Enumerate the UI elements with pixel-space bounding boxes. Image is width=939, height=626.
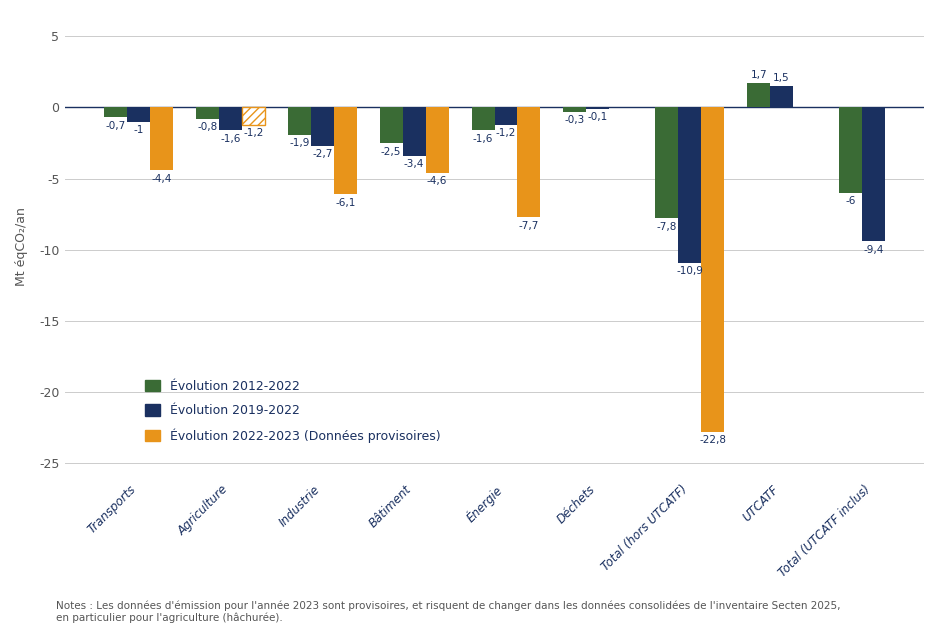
- Bar: [219, 108, 242, 130]
- Text: -0,1: -0,1: [588, 113, 608, 123]
- Bar: [311, 108, 333, 146]
- Bar: [839, 108, 862, 193]
- Text: -6,1: -6,1: [335, 198, 356, 208]
- Text: -1,6: -1,6: [473, 134, 493, 144]
- Bar: [517, 108, 541, 217]
- Bar: [563, 108, 586, 111]
- Bar: [495, 108, 517, 125]
- Text: -9,4: -9,4: [863, 245, 884, 255]
- Text: -0,7: -0,7: [105, 121, 126, 131]
- Bar: [288, 108, 311, 135]
- Bar: [196, 108, 219, 119]
- Bar: [747, 83, 770, 108]
- Text: 1,7: 1,7: [750, 69, 767, 80]
- Text: -1,6: -1,6: [221, 134, 240, 144]
- Bar: [242, 108, 265, 125]
- Bar: [655, 108, 678, 218]
- Text: -1: -1: [133, 125, 144, 135]
- Bar: [678, 108, 701, 262]
- Bar: [862, 108, 885, 241]
- Bar: [379, 108, 403, 143]
- Text: -22,8: -22,8: [700, 436, 726, 445]
- Legend: Évolution 2012-2022, Évolution 2019-2022, Évolution 2022-2023 (Données provisoir: Évolution 2012-2022, Évolution 2019-2022…: [140, 375, 446, 448]
- Bar: [770, 86, 793, 108]
- Text: -1,9: -1,9: [289, 138, 310, 148]
- Bar: [333, 108, 357, 194]
- Bar: [150, 108, 173, 170]
- Bar: [104, 108, 127, 118]
- Text: -1,2: -1,2: [496, 128, 516, 138]
- Text: -10,9: -10,9: [676, 266, 703, 276]
- Text: -7,7: -7,7: [518, 220, 539, 230]
- Y-axis label: Mt éqCO₂/an: Mt éqCO₂/an: [15, 207, 28, 285]
- Bar: [425, 108, 449, 173]
- Text: -0,8: -0,8: [197, 123, 218, 133]
- Text: -7,8: -7,8: [656, 222, 677, 232]
- Bar: [127, 108, 150, 121]
- Text: -2,5: -2,5: [381, 146, 401, 156]
- Bar: [701, 108, 724, 432]
- Bar: [586, 108, 609, 109]
- Text: -6: -6: [845, 197, 855, 207]
- Text: -3,4: -3,4: [404, 160, 424, 170]
- Text: -4,4: -4,4: [151, 173, 172, 183]
- Text: 1,5: 1,5: [774, 73, 790, 83]
- Text: -1,2: -1,2: [243, 128, 264, 138]
- Bar: [471, 108, 495, 130]
- Text: -4,6: -4,6: [427, 177, 447, 187]
- Text: Notes : Les données d'émission pour l'année 2023 sont provisoires, et risquent d: Notes : Les données d'émission pour l'an…: [56, 600, 840, 623]
- Bar: [403, 108, 425, 156]
- Text: -2,7: -2,7: [312, 150, 332, 160]
- Text: -0,3: -0,3: [564, 115, 585, 125]
